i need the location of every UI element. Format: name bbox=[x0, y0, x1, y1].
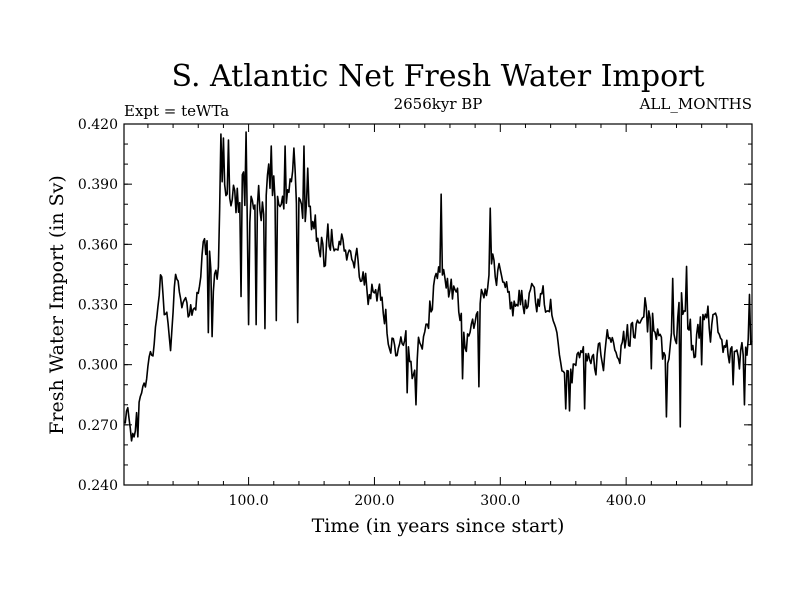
x-axis-label: Time (in years since start) bbox=[312, 515, 565, 537]
x-tick-label: 100.0 bbox=[229, 493, 269, 509]
series-line bbox=[123, 131, 753, 442]
plot-frame bbox=[123, 123, 753, 486]
x-tick-label: 300.0 bbox=[480, 493, 520, 509]
chart-subtitle-right: ALL_MONTHS bbox=[639, 95, 752, 113]
x-tick-label: 200.0 bbox=[354, 493, 394, 509]
y-tick-label: 0.240 bbox=[78, 478, 118, 494]
y-tick-label: 0.420 bbox=[78, 117, 118, 133]
x-tick-label: 400.0 bbox=[606, 493, 646, 509]
y-tick-label: 0.270 bbox=[78, 418, 118, 434]
y-tick-label: 0.360 bbox=[78, 237, 118, 253]
series-layer bbox=[123, 131, 753, 442]
y-axis-label: Fresh Water Import (in Sv) bbox=[46, 175, 68, 435]
y-tick-label: 0.330 bbox=[78, 298, 118, 314]
chart-subtitle-left: Expt = teWTa bbox=[124, 102, 229, 120]
axis-ticks: 0.240 0.270 0.300 0.330 0.360 0.390 0.420 100.0… bbox=[78, 117, 752, 509]
y-tick-label: 0.390 bbox=[78, 177, 118, 193]
y-tick-label: 0.300 bbox=[78, 358, 118, 374]
chart-title: S. Atlantic Net Fresh Water Import bbox=[171, 59, 704, 94]
chart-subtitle-center: 2656kyr BP bbox=[394, 95, 483, 113]
